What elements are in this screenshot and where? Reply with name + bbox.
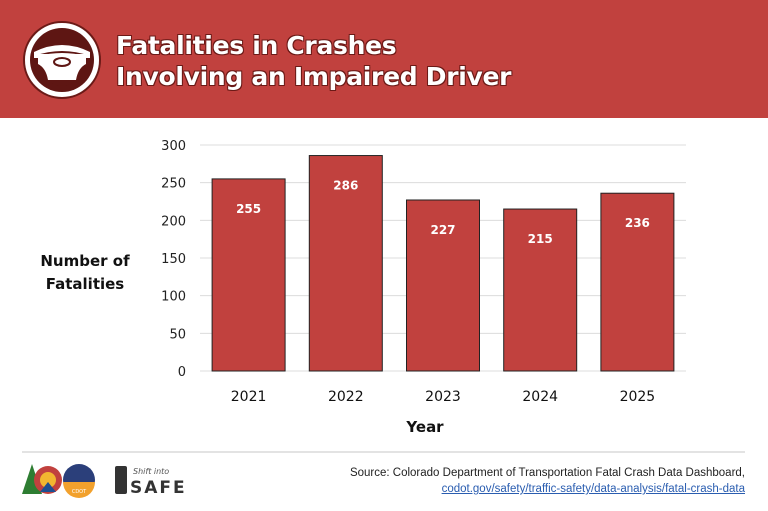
chart-title: Fatalities in Crashes Involving an Impai… xyxy=(116,30,511,92)
footer-divider xyxy=(22,451,745,453)
y-tick-label: 150 xyxy=(161,252,186,267)
header-banner: Fatalities in Crashes Involving an Impai… xyxy=(0,0,768,118)
bar xyxy=(406,199,480,372)
data-label: 255 xyxy=(236,202,261,216)
y-tick-label: 200 xyxy=(161,214,186,229)
x-tick-label: 2023 xyxy=(425,389,461,405)
y-tick-label: 250 xyxy=(161,177,186,192)
y-axis-label: Number of Fatalities xyxy=(30,250,140,296)
colorado-logo xyxy=(22,464,62,494)
y-tick-label: 0 xyxy=(178,365,186,380)
shift-into-safe-logo: Shift into SAFE xyxy=(115,466,187,498)
x-tick-label: 2021 xyxy=(231,389,267,405)
bar xyxy=(600,192,675,372)
y-axis-label-line-1: Number of xyxy=(40,252,130,270)
data-label: 215 xyxy=(528,232,553,246)
steering-wheel-icon xyxy=(23,21,101,99)
logo-shift-into-text: Shift into xyxy=(133,467,169,476)
title-line-2: Involving an Impaired Driver xyxy=(116,62,512,91)
bar xyxy=(308,155,383,372)
source-text: Source: Colorado Department of Transport… xyxy=(349,467,745,479)
bar xyxy=(503,208,578,372)
data-label: 227 xyxy=(430,223,455,237)
data-label: 286 xyxy=(333,179,358,193)
x-axis-label: Year xyxy=(406,418,444,436)
bar xyxy=(211,178,286,372)
source-link[interactable]: codot.gov/safety/traffic-safety/data-ana… xyxy=(441,483,745,495)
x-tick-label: 2022 xyxy=(328,389,364,405)
y-tick-label: 50 xyxy=(169,327,186,342)
y-tick-label: 100 xyxy=(161,290,186,305)
x-tick-label: 2025 xyxy=(620,389,656,405)
data-label: 236 xyxy=(625,216,650,230)
logo-safe-text: SAFE xyxy=(130,478,187,498)
bar-chart: 0 50 100 150 200 250 300 255 2021 286 2022 227 2023 2… xyxy=(161,139,686,405)
y-axis-label-line-2: Fatalities xyxy=(45,275,125,293)
footer-logos: CDOT Shift into SAFE xyxy=(22,464,187,498)
cdot-logo: CDOT xyxy=(63,464,95,498)
y-tick-label: 300 xyxy=(161,139,186,154)
source-note: Source: Colorado Department of Transport… xyxy=(350,465,745,497)
title-line-1: Fatalities in Crashes xyxy=(116,31,397,60)
cdot-logo-text: CDOT xyxy=(72,489,87,495)
x-tick-label: 2024 xyxy=(522,389,558,405)
